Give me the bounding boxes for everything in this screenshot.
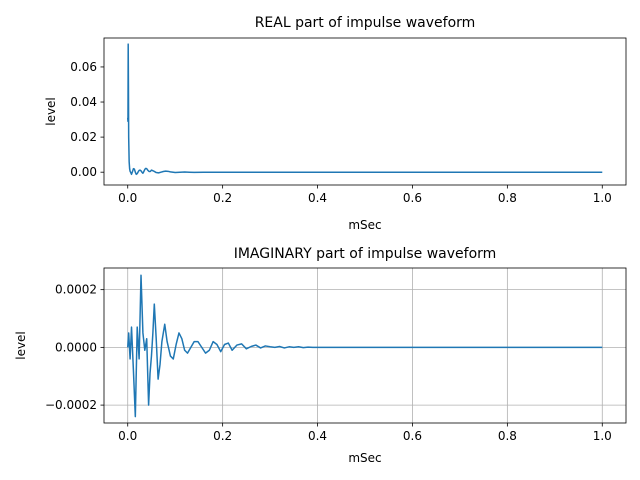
imaginary-plot-lines [126, 274, 603, 418]
imaginary-x-tick-label: 0.0 [118, 429, 137, 443]
imaginary-x-tick-label: 0.8 [498, 429, 517, 443]
imaginary-y-tick-label: 0.0002 [55, 283, 97, 297]
real-x-tick-label: 0.4 [308, 191, 327, 205]
real-x-tick-label: 0.6 [403, 191, 422, 205]
imaginary-part-chart: 0.0 0.2 0.4 0.6 0.8 1.0 −0.0002 0.0000 0.0002 I… [14, 246, 627, 465]
imaginary-x-tick-label: 0.4 [308, 429, 327, 443]
real-series-line [126, 43, 603, 176]
real-plot-area [104, 38, 626, 185]
real-x-tick-label: 1.0 [593, 191, 612, 205]
imaginary-y-tick-label: −0.0002 [45, 398, 97, 412]
imaginary-chart-title: IMAGINARY part of impulse waveform [234, 246, 497, 262]
real-y-tick-label: 0.06 [70, 60, 97, 74]
real-x-ticks: 0.0 0.2 0.4 0.6 0.8 1.0 [118, 185, 612, 205]
real-y-axis-label: level [44, 97, 58, 126]
real-y-tick-label: 0.02 [70, 130, 97, 144]
real-x-tick-label: 0.0 [118, 191, 137, 205]
real-x-tick-label: 0.8 [498, 191, 517, 205]
real-plot-frame [103, 37, 627, 186]
imaginary-y-axis-label: level [14, 331, 28, 360]
real-chart-title: REAL part of impulse waveform [255, 15, 476, 31]
imaginary-y-tick-label: 0.0000 [55, 340, 97, 354]
real-y-ticks: 0.00 0.02 0.04 0.06 [70, 60, 104, 179]
imaginary-x-tick-label: 1.0 [593, 429, 612, 443]
imaginary-plot-area [104, 268, 626, 423]
real-y-tick-label: 0.04 [70, 95, 97, 109]
imaginary-x-axis-label: mSec [348, 451, 381, 465]
real-y-tick-label: 0.00 [70, 165, 97, 179]
imaginary-y-ticks: −0.0002 0.0000 0.0002 [45, 283, 104, 412]
imaginary-x-ticks: 0.0 0.2 0.4 0.6 0.8 1.0 [118, 423, 612, 443]
real-x-tick-label: 0.2 [213, 191, 232, 205]
imaginary-plot-frame [103, 267, 627, 424]
real-part-chart: 0.0 0.2 0.4 0.6 0.8 1.0 0.00 0.02 0.04 0.06 REAL… [44, 15, 627, 232]
imaginary-series-line [126, 274, 603, 418]
real-x-axis-label: mSec [348, 218, 381, 232]
real-plot-lines [126, 43, 603, 176]
imaginary-x-tick-label: 0.2 [213, 429, 232, 443]
imaginary-x-tick-label: 0.6 [403, 429, 422, 443]
